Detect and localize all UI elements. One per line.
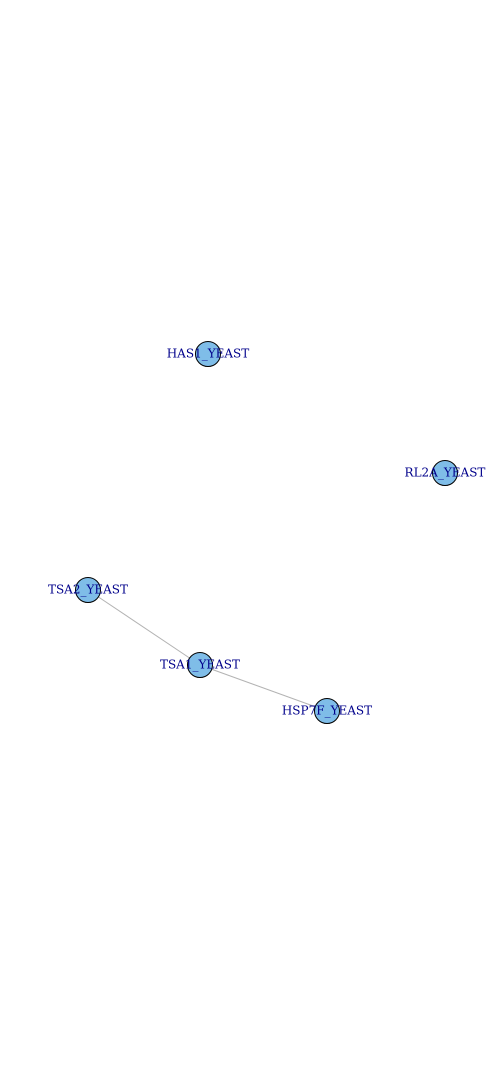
- node-label: TSA2_YEAST: [48, 583, 128, 597]
- edges-layer: [87, 589, 328, 712]
- node-circle: [314, 698, 340, 724]
- node-tsa1_yeast: TSA1_YEAST: [160, 652, 240, 678]
- edge-tsa1_yeast-hsp7f_yeast: [199, 664, 328, 712]
- node-circle: [195, 341, 221, 367]
- node-label: HSP7F_YEAST: [282, 704, 372, 718]
- node-circle: [432, 460, 458, 486]
- node-rl2a_yeast: RL2A_YEAST: [405, 460, 486, 486]
- node-has1_yeast: HAS1_YEAST: [167, 341, 250, 367]
- node-label: RL2A_YEAST: [405, 466, 486, 480]
- node-label: HAS1_YEAST: [167, 347, 250, 361]
- node-circle: [75, 577, 101, 603]
- node-hsp7f_yeast: HSP7F_YEAST: [282, 698, 372, 724]
- nodes-layer: HAS1_YEAST RL2A_YEAST TSA2_YEAST TSA1_YEAST…: [48, 341, 486, 724]
- node-tsa2_yeast: TSA2_YEAST: [48, 577, 128, 603]
- node-circle: [187, 652, 213, 678]
- edge-tsa2_yeast-tsa1_yeast: [87, 589, 201, 666]
- node-label: TSA1_YEAST: [160, 658, 240, 672]
